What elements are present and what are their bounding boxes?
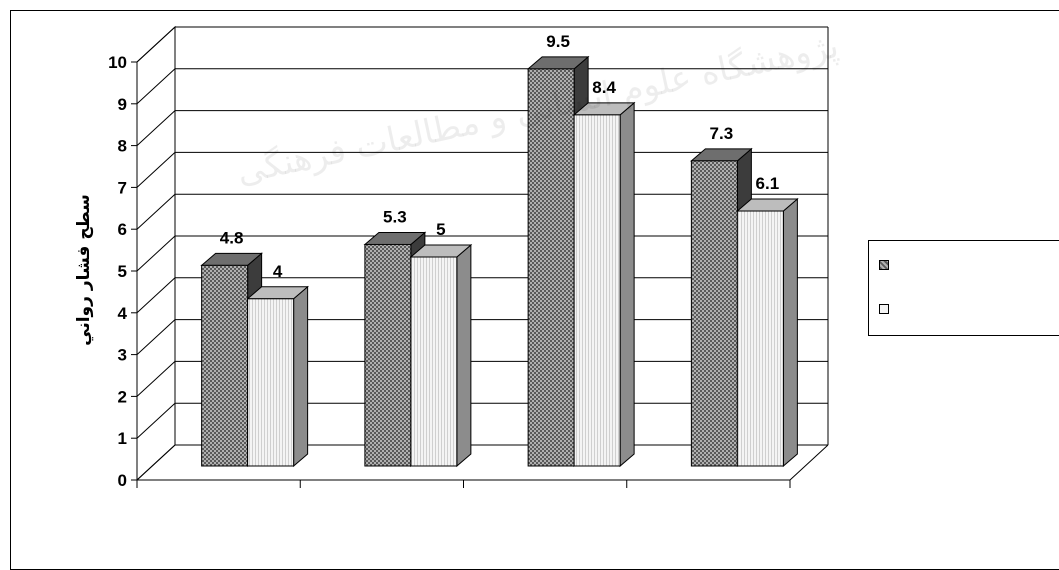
y-tick-label: 0 <box>118 471 127 490</box>
gridline-depth <box>136 152 176 188</box>
y-tick-label: 10 <box>108 53 127 72</box>
gridline-depth <box>136 319 176 355</box>
data-label-s2-c3: 8.4 <box>592 78 616 97</box>
data-label-s2-c4: 6.1 <box>756 174 780 193</box>
data-label-s1-c3: 9.5 <box>546 32 570 51</box>
y-axis-label: سطح فشار رواني <box>74 194 94 346</box>
y-tick-label: 8 <box>118 137 127 156</box>
data-label-s2-c2: 5 <box>436 220 445 239</box>
y-tick-label: 7 <box>118 178 127 197</box>
data-label-s1-c1: 4.8 <box>220 228 244 247</box>
gridline-depth <box>136 26 176 63</box>
bar-s1-c4 <box>690 160 738 467</box>
bar-side-s2-c1 <box>293 285 309 468</box>
data-label-s1-c2: 5.3 <box>383 207 407 226</box>
gridline-depth <box>136 235 176 272</box>
y-tick-label: 4 <box>118 304 128 323</box>
bar-side-s2-c4 <box>782 197 798 468</box>
legend-swatch-series-2 <box>879 304 889 314</box>
gridline-depth <box>136 193 176 230</box>
legend <box>868 240 1059 336</box>
legend-swatch-series-1 <box>879 260 889 270</box>
bar-s2-c3 <box>573 114 621 467</box>
data-label-s2-c1: 4 <box>273 262 283 281</box>
y-tick-label: 5 <box>118 262 127 281</box>
gridline-depth <box>136 444 176 481</box>
y-tick-label: 1 <box>118 429 127 448</box>
bar-side-s2-c3 <box>619 101 635 468</box>
bar-side-s2-c2 <box>456 243 472 468</box>
y-tick-label: 2 <box>118 387 127 406</box>
bar-s1-c2 <box>364 243 412 467</box>
gridline-depth <box>136 402 176 439</box>
bar-s2-c2 <box>410 256 458 467</box>
legend-item-series-2 <box>879 301 1059 319</box>
bar-s1-c3 <box>527 68 575 467</box>
gridline-depth <box>136 277 176 314</box>
data-label-s1-c4: 7.3 <box>710 124 734 143</box>
bar-s1-c1 <box>201 264 249 467</box>
gridline-depth <box>136 361 176 397</box>
y-tick-label: 6 <box>118 220 127 239</box>
y-tick-label: 3 <box>118 346 127 365</box>
bar-s2-c4 <box>736 210 784 467</box>
floor-right-edge <box>789 444 829 481</box>
bar-s2-c1 <box>247 298 295 467</box>
gridline-depth <box>136 110 176 146</box>
legend-item-series-1 <box>879 257 1059 275</box>
y-tick-label: 9 <box>118 95 127 114</box>
gridline-depth <box>136 68 176 105</box>
